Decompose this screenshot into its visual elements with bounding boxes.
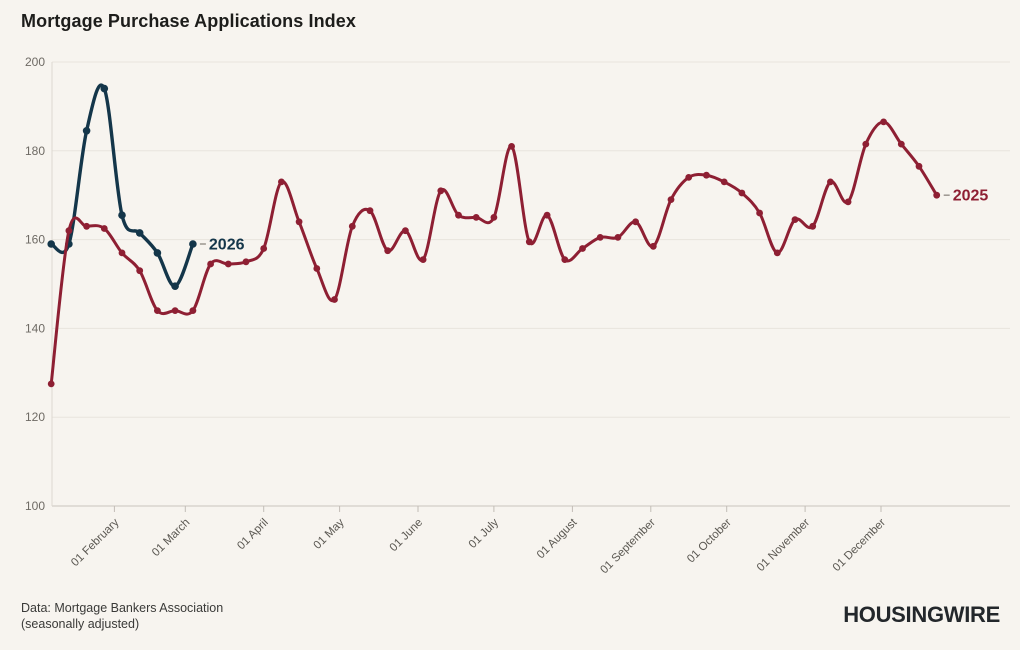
data-point-2025 xyxy=(419,256,427,263)
data-point-2025 xyxy=(508,143,515,150)
data-point-2025 xyxy=(632,218,639,226)
x-tick-label: 01 October xyxy=(685,517,734,566)
data-point-2025 xyxy=(472,214,480,221)
data-point-2025 xyxy=(915,162,923,170)
y-tick-label: 140 xyxy=(25,321,45,335)
data-point-2025 xyxy=(614,234,622,241)
data-point-2025 xyxy=(756,209,763,217)
data-point-2025 xyxy=(844,198,852,206)
data-point-2025 xyxy=(649,242,657,250)
x-tick-label: 01 March xyxy=(150,517,192,559)
data-point-2025 xyxy=(720,178,728,186)
series-line-2026 xyxy=(49,83,195,288)
x-tick-label: 01 November xyxy=(755,517,812,574)
data-point-2025 xyxy=(118,249,126,257)
data-point-2025 xyxy=(313,265,321,272)
data-point-2026 xyxy=(135,229,144,237)
y-tick-label: 120 xyxy=(25,410,45,424)
data-point-2025 xyxy=(348,222,356,230)
data-point-2025 xyxy=(827,178,834,186)
source-note: Data: Mortgage Bankers Association (seas… xyxy=(21,600,223,632)
line-chart: 100 120 140 160 180 200 01 February 01 March 01 … xyxy=(25,55,1010,577)
x-tick-label: 01 May xyxy=(312,516,347,551)
data-point-2025 xyxy=(862,140,870,148)
y-tick-label: 180 xyxy=(25,144,45,158)
data-point-2025 xyxy=(738,189,746,197)
data-point-2025 xyxy=(579,245,586,252)
data-point-2025 xyxy=(685,174,693,181)
data-point-2025 xyxy=(880,118,887,126)
data-point-2025 xyxy=(242,258,250,266)
data-point-2025 xyxy=(455,211,462,219)
data-point-2025 xyxy=(189,307,197,314)
series-label-2026: 2026 xyxy=(209,237,245,254)
data-point-2025 xyxy=(384,247,392,255)
series-line-2025 xyxy=(49,120,939,386)
chart-footer: Data: Mortgage Bankers Association (seas… xyxy=(0,600,1020,642)
chart-title: Mortgage Purchase Applications Index xyxy=(21,11,357,31)
x-tick-label: 01 August xyxy=(535,516,580,561)
source-line-2: (seasonally adjusted) xyxy=(21,617,140,631)
data-point-2025 xyxy=(402,227,409,235)
data-point-2025 xyxy=(154,307,161,314)
data-point-2025 xyxy=(224,260,232,268)
data-point-2025 xyxy=(278,178,285,186)
data-point-2025 xyxy=(65,227,73,235)
data-point-2025 xyxy=(667,196,675,204)
data-point-2025 xyxy=(543,211,551,219)
x-tick-label: 01 June xyxy=(388,517,425,554)
y-tick-label: 200 xyxy=(25,55,45,69)
data-point-2025 xyxy=(260,245,268,252)
data-point-2025 xyxy=(83,222,90,230)
x-tick-label: 01 February xyxy=(69,516,122,569)
data-point-2025 xyxy=(331,296,338,303)
data-point-2025 xyxy=(295,218,303,226)
data-point-2025 xyxy=(490,214,498,221)
data-point-2026 xyxy=(100,84,109,93)
data-point-2025 xyxy=(703,171,710,179)
data-point-2025 xyxy=(207,260,215,268)
x-tick-label: 01 December xyxy=(831,517,888,574)
data-point-2025 xyxy=(47,380,55,388)
data-point-2025 xyxy=(809,222,817,230)
data-point-2025 xyxy=(933,191,941,199)
source-line-1: Data: Mortgage Bankers Association xyxy=(21,601,224,615)
data-point-2026 xyxy=(171,282,179,291)
data-point-2025 xyxy=(171,307,179,314)
data-point-2025 xyxy=(437,187,445,195)
y-tick-label: 100 xyxy=(25,499,45,513)
series-label-2025: 2025 xyxy=(953,188,989,205)
housingwire-logo: HOUSINGWIRE xyxy=(843,602,1000,627)
data-point-2025 xyxy=(100,225,108,232)
data-point-2025 xyxy=(136,267,144,275)
y-tick-label: 160 xyxy=(25,233,45,247)
data-point-2026 xyxy=(82,127,91,135)
data-point-2025 xyxy=(897,140,905,148)
data-point-2025 xyxy=(596,234,604,241)
data-point-2026 xyxy=(189,240,197,248)
data-point-2025 xyxy=(791,216,799,224)
data-point-2026 xyxy=(153,249,162,257)
data-point-2026 xyxy=(47,240,55,248)
data-point-2026 xyxy=(118,211,126,219)
x-tick-label: 01 September xyxy=(598,517,658,577)
data-point-2025 xyxy=(525,238,533,246)
data-point-2025 xyxy=(366,207,374,215)
data-point-2025 xyxy=(561,256,569,263)
data-point-2025 xyxy=(773,249,781,257)
x-tick-label: 01 July xyxy=(467,516,501,550)
x-tick-label: 01 April xyxy=(235,517,271,553)
